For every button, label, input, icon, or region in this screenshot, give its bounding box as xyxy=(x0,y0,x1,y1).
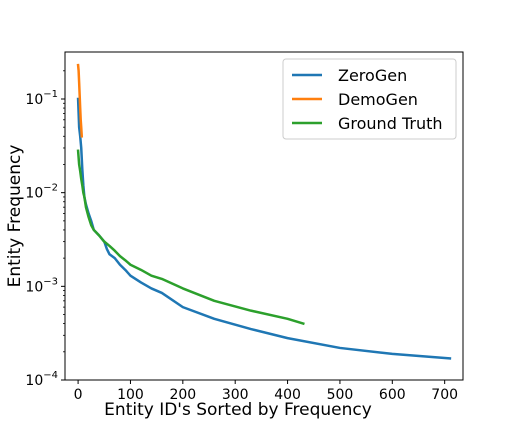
x-tick-label: 0 xyxy=(74,387,83,403)
y-tick-label: 10−3 xyxy=(25,276,58,295)
legend-label-2: DemoGen xyxy=(338,90,418,109)
series-line-2 xyxy=(76,63,84,138)
series-layer xyxy=(76,63,452,360)
x-tick-label: 200 xyxy=(169,387,196,403)
legend: ZeroGen DemoGen Ground Truth xyxy=(282,58,457,140)
y-axis-label: Entity Frequency xyxy=(5,145,25,288)
x-axis-label: Entity ID's Sorted by Frequency xyxy=(104,400,372,420)
series-line-1 xyxy=(76,97,452,360)
x-tick-label: 100 xyxy=(117,387,144,403)
x-tick-label: 400 xyxy=(274,387,301,403)
legend-label-3: Ground Truth xyxy=(338,114,443,133)
x-tick-label: 300 xyxy=(222,387,249,403)
x-tick-label: 700 xyxy=(431,387,458,403)
series-line-3 xyxy=(76,149,305,326)
plot-frame xyxy=(64,51,464,381)
y-tick-label: 10−1 xyxy=(25,89,58,108)
x-tick-label: 600 xyxy=(379,387,406,403)
y-tick-label: 10−2 xyxy=(25,183,58,202)
y-tick-label: 10−4 xyxy=(25,370,58,389)
x-tick-label: 500 xyxy=(327,387,354,403)
x-axis-ticks: 0 100 200 300 400 500 600 700 xyxy=(74,380,458,403)
legend-label-1: ZeroGen xyxy=(338,66,407,85)
y-axis-ticks: 10−1 10−2 10−3 10−4 xyxy=(25,70,65,389)
legend-box xyxy=(282,58,457,140)
